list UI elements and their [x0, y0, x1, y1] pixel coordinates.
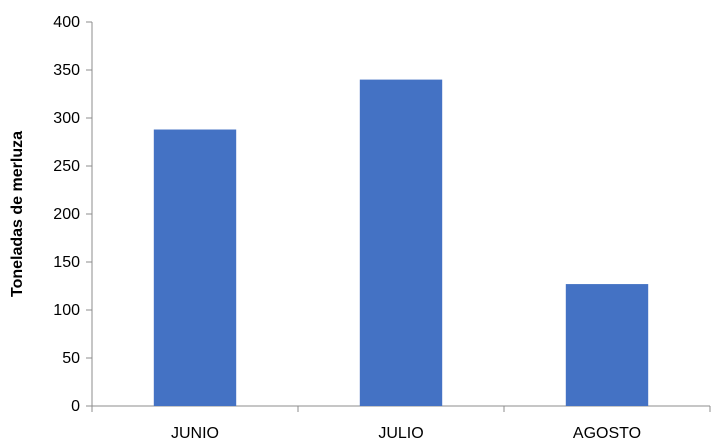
y-tick-label: 100 — [53, 302, 80, 319]
y-tick-label: 150 — [53, 254, 80, 271]
bar-julio — [359, 79, 443, 406]
category-label-julio: JULIO — [378, 425, 423, 442]
x-axis-ticks — [91, 406, 711, 412]
y-tick-label: 350 — [53, 62, 80, 79]
category-labels: JUNIO JULIO AGOSTO — [171, 425, 641, 442]
bar-agosto — [565, 284, 649, 406]
y-tick-label: 300 — [53, 110, 80, 127]
y-tick-label: 50 — [62, 350, 80, 367]
y-tick-label: 200 — [53, 206, 80, 223]
y-axis-title: Toneladas de merluza — [9, 131, 26, 297]
category-label-junio: JUNIO — [171, 425, 219, 442]
category-label-agosto: AGOSTO — [573, 425, 641, 442]
bar-junio — [153, 129, 237, 406]
y-tick-label: 0 — [71, 398, 80, 415]
bars — [153, 79, 649, 406]
y-tick-label: 250 — [53, 158, 80, 175]
y-axis-ticks: 0 50 100 150 200 250 300 350 400 — [53, 14, 92, 415]
y-tick-label: 400 — [53, 14, 80, 31]
